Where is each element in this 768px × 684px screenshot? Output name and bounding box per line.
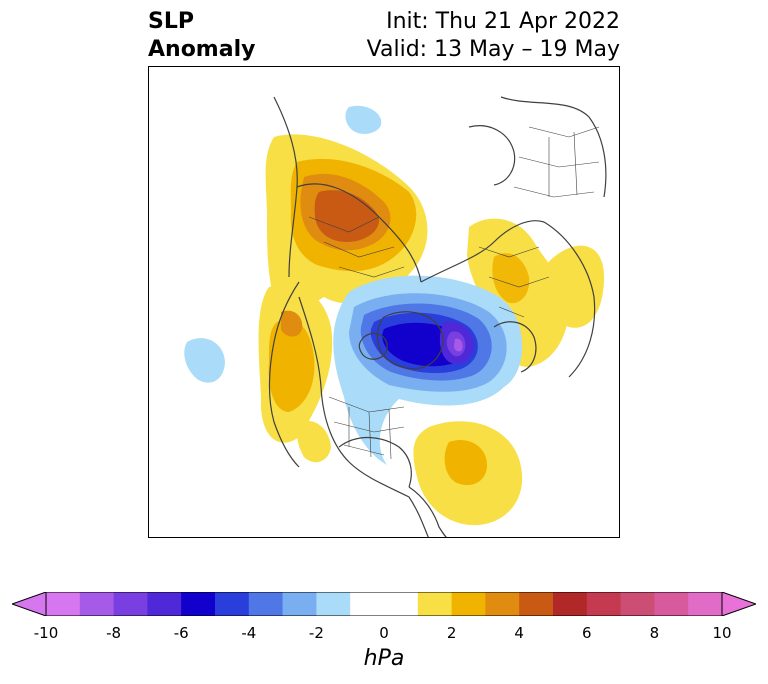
positive-anomaly-siberia (265, 134, 428, 319)
colorbar-tick-label: 2 (446, 624, 457, 642)
title-line-2: Anomaly (148, 37, 256, 62)
colorbar-cell (553, 592, 588, 616)
map-title-left: SLP Anomaly (148, 8, 255, 64)
colorbar-cell (654, 592, 689, 616)
colorbar-cell (79, 592, 115, 616)
colorbar-cell (451, 592, 486, 616)
colorbar-cell (620, 592, 655, 616)
colorbar-cell (350, 592, 385, 616)
colorbar-cell (282, 592, 317, 616)
colorbar-label: hPa (363, 646, 405, 671)
coastlines (268, 96, 607, 537)
positive-anomaly-alaska (258, 283, 333, 443)
colorbar-cell (147, 592, 182, 616)
colorbar-tick-label: -4 (241, 624, 257, 642)
colorbar-tick-label: 10 (712, 624, 732, 642)
colorbar-tick-label: -2 (308, 624, 324, 642)
colorbar-cell (417, 592, 453, 616)
borders (308, 126, 600, 460)
colorbar-border (45, 592, 723, 616)
colorbar-cell (688, 592, 723, 616)
colorbar-cell (519, 592, 554, 616)
colorbar-cell (586, 592, 622, 616)
title-line-1: SLP (148, 9, 194, 34)
colorbar-tick-label: -6 (173, 624, 189, 642)
positive-anomaly-atlantic (296, 420, 523, 526)
colorbar-tick-label: 0 (379, 624, 389, 642)
colorbar-tick-label: -10 (33, 624, 59, 642)
colorbar-cells (46, 592, 723, 616)
colorbar-tick-label: -8 (106, 624, 122, 642)
colorbar-cell (215, 592, 250, 616)
colorbar-cell (248, 592, 284, 616)
negative-anomaly-arctic (184, 105, 523, 465)
colorbar-cell (316, 592, 351, 616)
init-date: Init: Thu 21 Apr 2022 (386, 9, 620, 34)
colorbar-tick-label: 8 (649, 624, 660, 642)
colorbar-max-arrow (721, 592, 756, 616)
colorbar-tick-label: 6 (582, 624, 592, 642)
valid-range: Valid: 13 May – 19 May (366, 37, 620, 62)
colorbar-tick-label: 4 (514, 624, 524, 642)
positive-anomaly-europe (467, 218, 604, 367)
anomaly-map (184, 96, 607, 537)
colorbar-min-arrow (12, 592, 47, 616)
colorbar-cell (113, 592, 148, 616)
colorbar-cell (384, 592, 419, 616)
colorbar-cell (46, 592, 81, 616)
colorbar-cell (485, 592, 520, 616)
colorbar-cell (181, 592, 216, 616)
colorbar (12, 592, 756, 616)
map-panel (148, 66, 620, 538)
map-title-right: Init: Thu 21 Apr 2022 Valid: 13 May – 19… (367, 8, 620, 64)
